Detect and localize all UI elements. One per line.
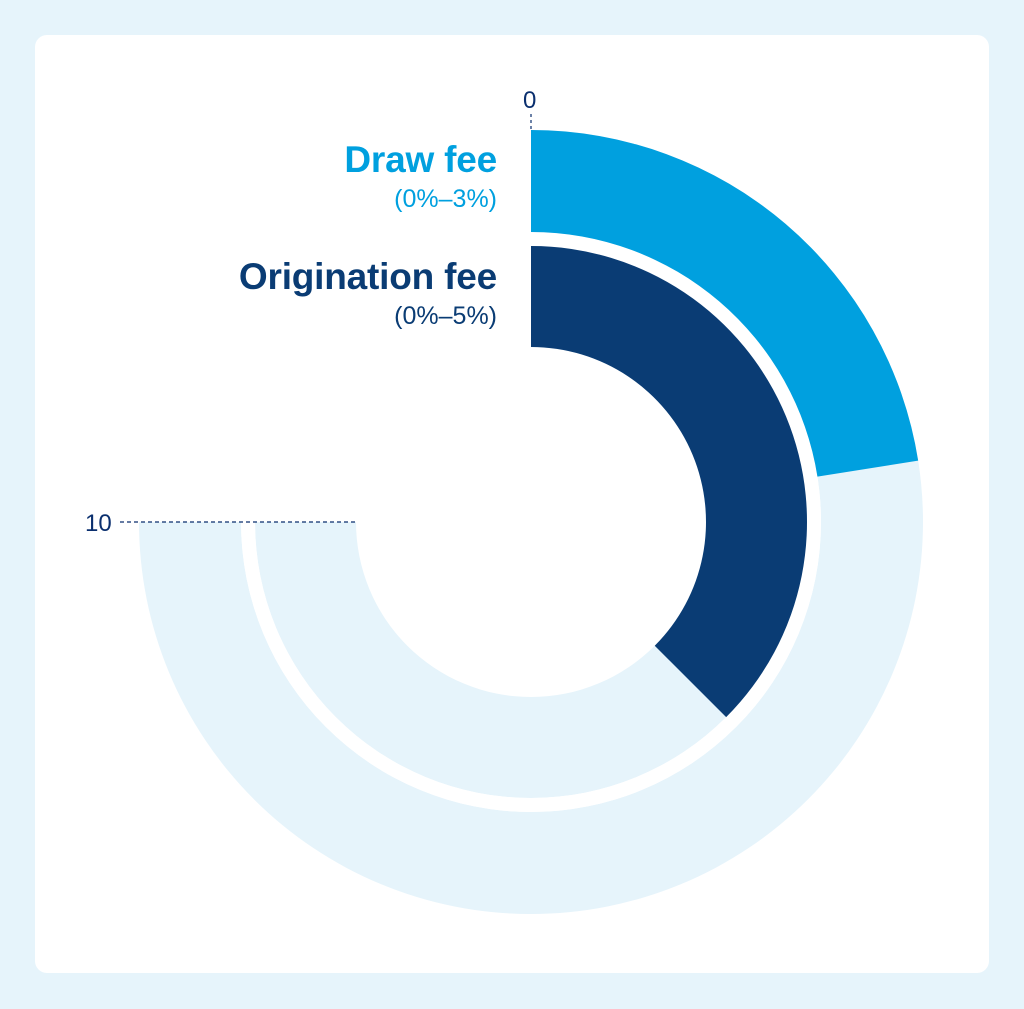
- series-range-origination-fee: (0%–5%): [394, 302, 497, 330]
- series-name-origination-fee: Origination fee: [238, 256, 497, 297]
- tick-label-0: 0: [523, 87, 537, 114]
- legend-draw-fee: Draw fee (0%–3%): [344, 140, 497, 214]
- tick-label-10: 10: [85, 510, 112, 537]
- legend-origination-fee: Origination fee (0%–5%): [239, 257, 497, 331]
- bar-origination-fee: [531, 246, 808, 718]
- series-range-draw-fee: (0%–3%): [394, 185, 497, 213]
- series-name-draw-fee: Draw fee: [344, 139, 497, 180]
- bar-draw-fee: [531, 130, 919, 477]
